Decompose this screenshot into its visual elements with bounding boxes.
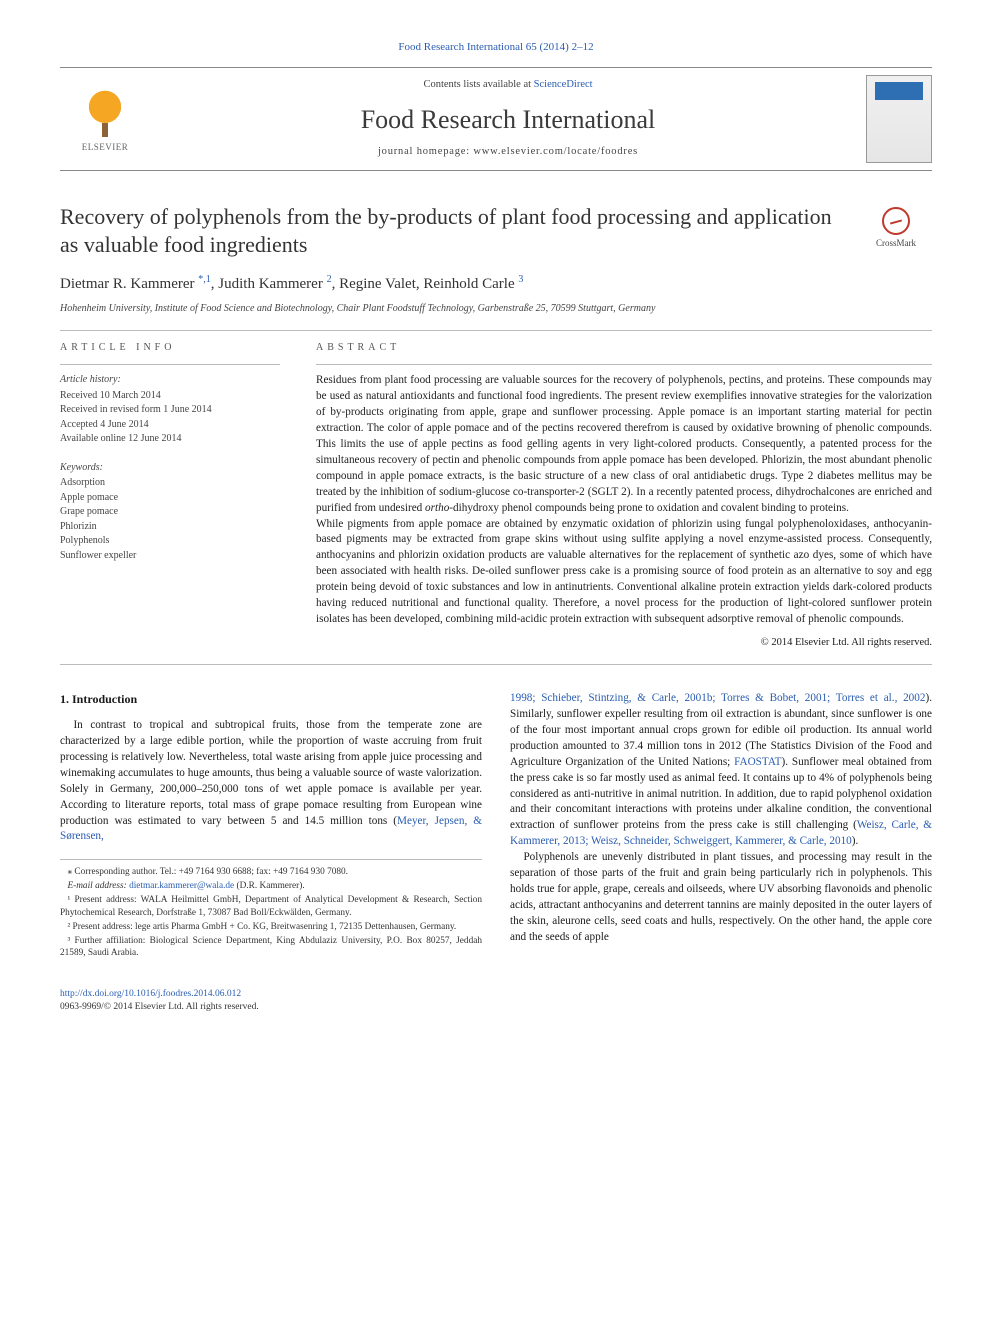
- abstract-text: Residues from plant food processing are …: [316, 373, 932, 628]
- email-link[interactable]: dietmar.kammerer@wala.de: [129, 881, 234, 891]
- footnote-2: ² Present address: lege artis Pharma Gmb…: [60, 921, 482, 934]
- footnotes: ⁎ Corresponding author. Tel.: +49 7164 9…: [60, 859, 482, 960]
- email-label: E-mail address:: [67, 881, 129, 891]
- keyword: Grape pomace: [60, 505, 280, 520]
- footnote-1: ¹ Present address: WALA Heilmittel GmbH,…: [60, 894, 482, 920]
- author-sep-1: , Judith Kammerer: [211, 276, 327, 292]
- affiliation: Hohenheim University, Institute of Food …: [60, 302, 932, 316]
- article-title: Recovery of polyphenols from the by-prod…: [60, 203, 844, 259]
- publisher-name: ELSEVIER: [82, 141, 129, 153]
- crossmark-label: CrossMark: [876, 238, 916, 248]
- email-tail: (D.R. Kammerer).: [234, 881, 304, 891]
- email-line: E-mail address: dietmar.kammerer@wala.de…: [60, 880, 482, 893]
- issn-copyright: 0963-9969/© 2014 Elsevier Ltd. All right…: [60, 1001, 932, 1014]
- history-line: Received in revised form 1 June 2014: [60, 403, 280, 418]
- keywords-head: Keywords:: [60, 461, 280, 476]
- abstract-p1b: -dihydroxy phenol compounds being prone …: [449, 502, 849, 514]
- keyword: Apple pomace: [60, 491, 280, 506]
- author-list: Dietmar R. Kammerer *,1, Judith Kammerer…: [60, 273, 932, 294]
- sciencedirect-link[interactable]: ScienceDirect: [534, 79, 593, 90]
- doi-link[interactable]: http://dx.doi.org/10.1016/j.foodres.2014…: [60, 988, 932, 1001]
- corresponding-note: ⁎ Corresponding author. Tel.: +49 7164 9…: [60, 866, 482, 879]
- crossmark-badge[interactable]: CrossMark: [860, 207, 932, 249]
- divider: [316, 364, 932, 365]
- author-1: Dietmar R. Kammerer: [60, 276, 198, 292]
- abstract-p2: While pigments from apple pomace are obt…: [316, 518, 932, 625]
- elsevier-tree-icon: [79, 85, 131, 137]
- contents-line: Contents lists available at ScienceDirec…: [150, 78, 866, 92]
- journal-header: ELSEVIER Contents lists available at Sci…: [60, 67, 932, 171]
- body-p1d: ).: [852, 835, 859, 847]
- divider: [60, 664, 932, 665]
- journal-cover-thumb: [866, 75, 932, 163]
- citation-link[interactable]: FAOSTAT: [734, 756, 781, 768]
- keyword: Polyphenols: [60, 534, 280, 549]
- journal-homepage[interactable]: journal homepage: www.elsevier.com/locat…: [150, 145, 866, 159]
- body-p2: Polyphenols are unevenly distributed in …: [510, 851, 932, 943]
- abstract-p1a: Residues from plant food processing are …: [316, 374, 932, 513]
- history-head: Article history:: [60, 373, 280, 388]
- keyword: Adsorption: [60, 476, 280, 491]
- body-text: 1. Introduction In contrast to tropical …: [60, 691, 932, 960]
- journal-title: Food Research International: [150, 102, 866, 137]
- author-3-mark[interactable]: 3: [518, 274, 523, 285]
- history-line: Accepted 4 June 2014: [60, 418, 280, 433]
- section-heading: 1. Introduction: [60, 691, 482, 708]
- article-history: Article history: Received 10 March 2014 …: [60, 373, 280, 563]
- contents-prefix: Contents lists available at: [423, 79, 533, 90]
- issue-citation[interactable]: Food Research International 65 (2014) 2–…: [60, 40, 932, 55]
- divider: [60, 364, 280, 365]
- keyword: Phlorizin: [60, 520, 280, 535]
- body-p1a: In contrast to tropical and subtropical …: [60, 719, 482, 826]
- history-line: Received 10 March 2014: [60, 389, 280, 404]
- page-footer: http://dx.doi.org/10.1016/j.foodres.2014…: [60, 988, 932, 1014]
- abstract-heading: abstract: [316, 341, 932, 355]
- abstract-copyright: © 2014 Elsevier Ltd. All rights reserved…: [316, 636, 932, 650]
- citation-link[interactable]: 1998; Schieber, Stintzing, & Carle, 2001…: [510, 692, 925, 704]
- footnote-3: ³ Further affiliation: Biological Scienc…: [60, 935, 482, 961]
- author-1-marks[interactable]: *,1: [198, 276, 211, 292]
- article-info-heading: article info: [60, 341, 280, 355]
- keyword: Sunflower expeller: [60, 549, 280, 564]
- crossmark-icon: [882, 207, 910, 235]
- history-line: Available online 12 June 2014: [60, 432, 280, 447]
- abstract-ital: ortho: [425, 502, 449, 514]
- divider: [60, 330, 932, 331]
- publisher-logo: ELSEVIER: [60, 74, 150, 164]
- author-rest-2: , Regine Valet, Reinhold Carle: [332, 276, 519, 292]
